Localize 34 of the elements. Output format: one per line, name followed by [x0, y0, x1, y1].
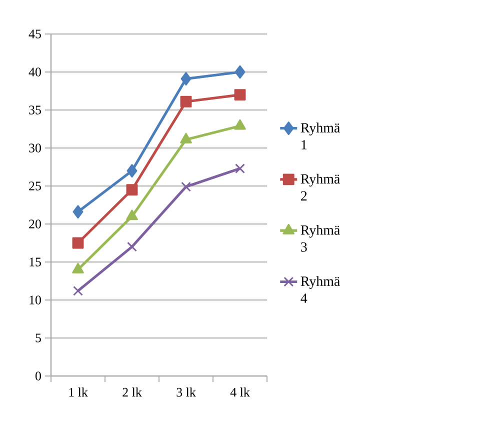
- legend-label: Ryhmä 3: [300, 224, 340, 252]
- x-tick-label: 4 lk: [230, 388, 250, 396]
- point: [181, 182, 191, 192]
- x-tick-label: 2 lk: [122, 388, 142, 396]
- point: [72, 262, 84, 274]
- y-tick-label: 45: [28, 30, 41, 38]
- point: [234, 89, 246, 101]
- point: [126, 164, 138, 178]
- y-tick-label: 20: [29, 220, 41, 228]
- legend-label: Ryhmä 4: [300, 276, 340, 303]
- point: [235, 164, 245, 174]
- point: [234, 119, 246, 130]
- point: [234, 65, 246, 79]
- point: [180, 96, 192, 108]
- point: [72, 237, 84, 249]
- x-tick-label: 3 lk: [176, 388, 196, 397]
- point: [72, 205, 84, 219]
- point: [126, 184, 138, 196]
- y-tick-label: 30: [29, 144, 41, 152]
- y-tick-label: 10: [30, 296, 41, 304]
- legend-label: Ryhmä 1: [300, 122, 340, 150]
- point: [73, 286, 83, 296]
- point: [180, 132, 192, 144]
- point: [127, 242, 137, 252]
- y-tick-label: 40: [28, 68, 41, 76]
- y-tick-label: 35: [29, 106, 41, 114]
- y-tick-label: 5: [36, 334, 41, 342]
- y-tick-label: 25: [29, 182, 41, 190]
- y-tick-label: 0: [36, 372, 41, 380]
- point: [126, 210, 138, 220]
- point: [180, 72, 192, 86]
- y-tick-label: 15: [30, 258, 41, 266]
- legend-label: Ryhmä 2: [300, 174, 340, 200]
- x-tick-label: 1 lk: [69, 388, 88, 396]
